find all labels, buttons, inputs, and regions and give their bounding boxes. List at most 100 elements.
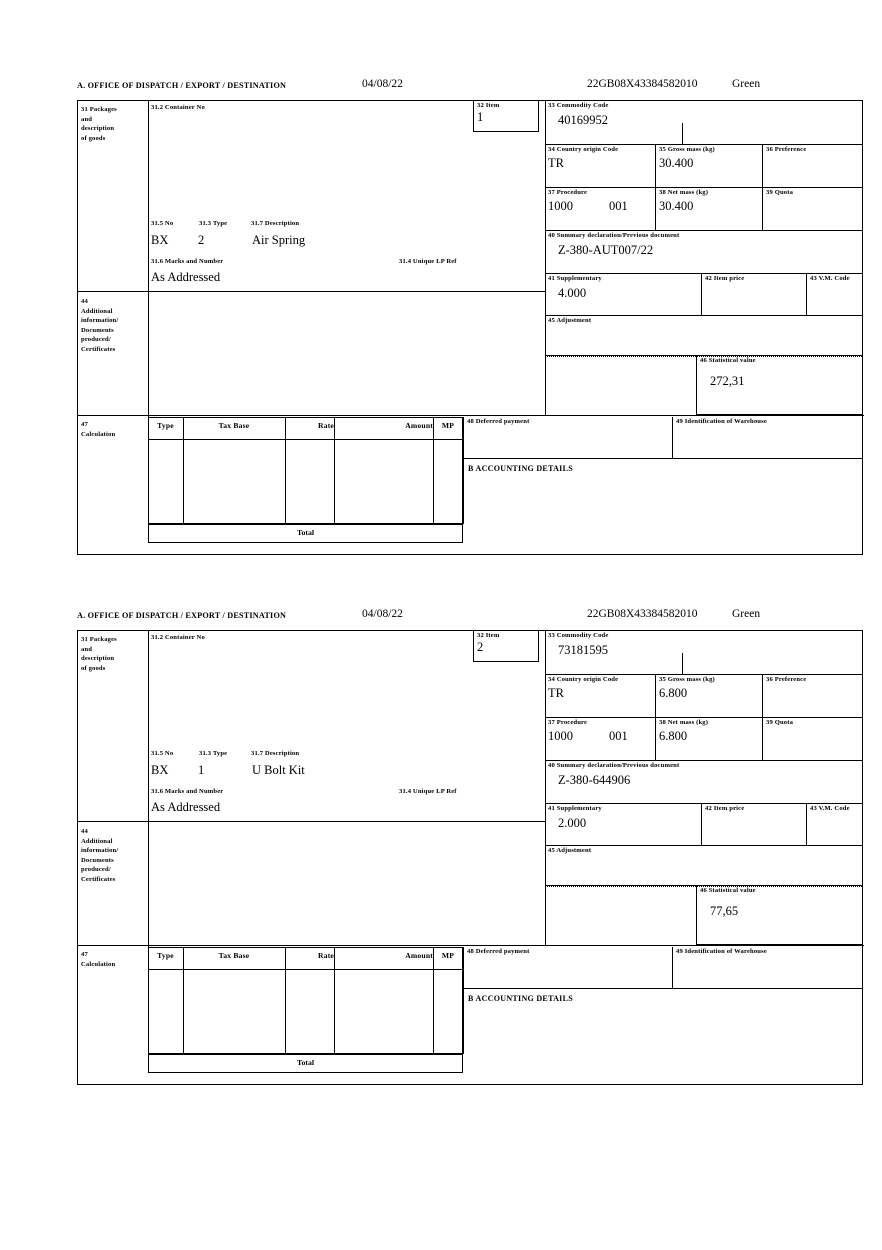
box38-net-mass: 38 Net mass (kg) 30.400 [655, 188, 762, 231]
right-column-divider [545, 631, 546, 945]
sad-form-item-2: A. OFFICE OF DISPATCH / EXPORT / DESTINA… [77, 608, 864, 1085]
box33-value: 73181595 [558, 642, 608, 657]
box31-lp-ref-label: 31.4 Unique LP Ref [399, 258, 457, 265]
box36-label: 36 Preference [766, 676, 807, 683]
box33-subdivider-tick [682, 653, 683, 675]
box31-container-no-label: 31.2 Container No [151, 104, 205, 111]
box35-label: 35 Gross mass (kg) [659, 676, 715, 683]
box42-item-price: 42 Item price [701, 274, 806, 316]
box39-label: 39 Quota [766, 719, 794, 726]
box40-label: 40 Summary declaration/Previous document [548, 232, 680, 239]
box31-container-no-label: 31.2 Container No [151, 634, 205, 641]
box46-value: 77,65 [710, 903, 739, 918]
box39-quota: 39 Quota [762, 718, 862, 761]
section-b-label: B ACCOUNTING DETAILS [468, 464, 573, 473]
box41-value: 2.000 [558, 815, 587, 830]
box47-column-header-tax-base: Tax Base [218, 421, 250, 430]
box36-value [763, 684, 862, 687]
box40-summary-declaration: 40 Summary declaration/Previous document… [545, 231, 862, 274]
box35-label: 35 Gross mass (kg) [659, 146, 715, 153]
box47-column-header-type: Type [157, 421, 174, 430]
box45-value [545, 855, 862, 859]
box40-label: 40 Summary declaration/Previous document [548, 762, 680, 769]
box36-label: 36 Preference [766, 146, 807, 153]
box37-value: 1000 [548, 198, 573, 213]
box31-spine-label: 31 Packages and description of goods [81, 636, 117, 672]
box47-column-header-amount: Amount [405, 421, 433, 430]
box46-statistical-value: 46 Statistical value 272,31 [696, 356, 862, 415]
box43-vm-code: 43 V.M. Code [806, 274, 862, 316]
box35-gross-mass: 35 Gross mass (kg) 6.800 [655, 675, 762, 718]
box47-total-row: Total [148, 1054, 463, 1073]
form-body-frame: 31 Packages and description of goods 31.… [77, 100, 864, 555]
box33-label: 33 Commodity Code [548, 632, 609, 639]
box31-no-label: 31.5 No [151, 750, 174, 757]
box48-label: 48 Deferred payment [467, 418, 530, 425]
section-b-accounting-details: B ACCOUNTING DETAILS [463, 459, 862, 524]
box37-label: 37 Procedure [548, 189, 588, 196]
box46-statistical-value: 46 Statistical value 77,65 [696, 886, 862, 945]
box43-value [807, 283, 862, 287]
section-b-label: B ACCOUNTING DETAILS [468, 994, 573, 1003]
box37-value-2: 001 [609, 198, 628, 213]
box49-identification-of-warehouse: 49 Identification of Warehouse [672, 417, 862, 459]
box45-dotted-separator-vertical [545, 356, 546, 415]
box34-country-origin: 34 Country origin Code TR [545, 145, 655, 188]
box32-item: 32 Item 1 [473, 101, 539, 132]
movement-reference-number: 22GB08X43384582010 [587, 608, 698, 620]
box39-value [763, 197, 862, 200]
box31-packages-row: 31.5 No 31.3 Type 31.7 Description BX 1 … [151, 750, 471, 782]
box31-marks-value: As Addressed [151, 800, 221, 814]
box47-calculation-table [148, 417, 463, 524]
section-b-value [464, 473, 862, 477]
box31-marks-row: 31.6 Marks and Number 31.4 Unique LP Ref… [151, 788, 551, 819]
box49-label: 49 Identification of Warehouse [676, 948, 767, 955]
box38-net-mass: 38 Net mass (kg) 6.800 [655, 718, 762, 761]
box31-no-label: 31.5 No [151, 220, 174, 227]
box31-no-value: BX [151, 233, 169, 247]
box35-value: 6.800 [659, 685, 688, 700]
box44-spine-label: 44 Additional information/ Documents pro… [81, 828, 119, 883]
box39-label: 39 Quota [766, 189, 794, 196]
box45-label: 45 Adjustment [548, 847, 592, 854]
box49-identification-of-warehouse: 49 Identification of Warehouse [672, 947, 862, 989]
box47-column-header-mp: MP [441, 951, 455, 960]
box47-col-divider-3 [334, 417, 335, 524]
spine-divider [148, 101, 149, 441]
box45-dotted-separator-horizontal [545, 886, 862, 887]
box47-col-divider-4 [433, 417, 434, 524]
box36-preference: 36 Preference [762, 145, 862, 188]
sad-form-item-1: A. OFFICE OF DISPATCH / EXPORT / DESTINA… [77, 78, 864, 555]
box32-item: 32 Item 2 [473, 631, 539, 662]
box45-dotted-separator-vertical [545, 886, 546, 945]
box46-label: 46 Statistical value [700, 887, 756, 894]
box47-header-divider [148, 969, 463, 970]
box34-value: TR [548, 685, 564, 700]
box41-supplementary: 41 Supplementary 4.000 [545, 274, 701, 316]
box32-item-value: 2 [477, 639, 484, 654]
box45-adjustment: 45 Adjustment [545, 846, 862, 886]
box31-spine-label: 31 Packages and description of goods [81, 106, 117, 142]
declaration-date: 04/08/22 [362, 78, 403, 90]
spine-divider [148, 631, 149, 971]
box42-value [702, 283, 806, 287]
box31-marks-value: As Addressed [151, 270, 221, 284]
right-column-divider [545, 101, 546, 415]
box41-supplementary: 41 Supplementary 2.000 [545, 804, 701, 846]
box43-label: 43 V.M. Code [810, 805, 850, 812]
box31-description-value: U Bolt Kit [252, 763, 305, 777]
box48-deferred-payment: 48 Deferred payment [463, 947, 672, 989]
box46-value: 272,31 [710, 373, 745, 388]
box37-procedure: 37 Procedure 1000 001 [545, 188, 655, 231]
box33-subdivider-tick [682, 123, 683, 145]
box47-total-row: Total [148, 524, 463, 543]
box45-label: 45 Adjustment [548, 317, 592, 324]
box47-column-header-type: Type [157, 951, 174, 960]
box42-label: 42 Item price [705, 805, 745, 812]
box31-no-value: BX [151, 763, 169, 777]
box31-marks-label: 31.6 Marks and Number [151, 258, 224, 265]
box33-commodity-code: 33 Commodity Code 40169952 [545, 101, 862, 145]
box35-value: 30.400 [659, 155, 694, 170]
box37-label: 37 Procedure [548, 719, 588, 726]
